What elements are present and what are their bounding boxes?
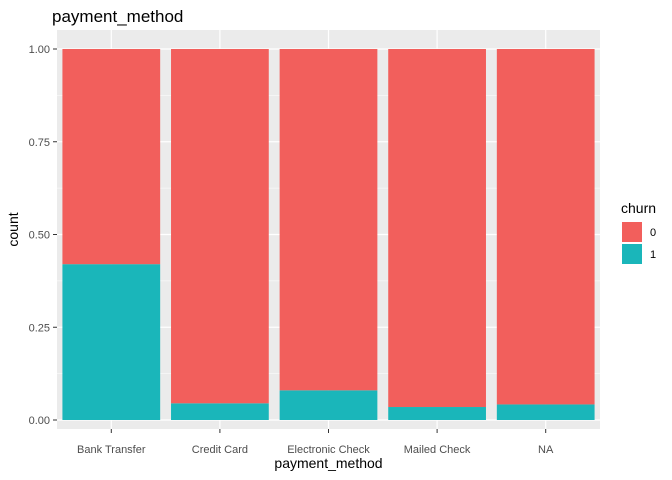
- bar-segment-churn-0: [62, 49, 161, 265]
- bar-segment-churn-0: [171, 49, 269, 404]
- bar-segment-churn-1: [171, 403, 269, 420]
- x-tick-label: Electronic Check: [287, 444, 370, 456]
- y-tick-label: 0.50: [29, 230, 50, 242]
- x-tick-label: Bank Transfer: [77, 444, 146, 456]
- legend-label: 1: [650, 249, 656, 261]
- bar-segment-churn-0: [279, 49, 378, 391]
- legend-label: 0: [650, 227, 656, 239]
- x-tick-label: Credit Card: [192, 444, 248, 456]
- bar-segment-churn-1: [62, 264, 161, 420]
- legend: churn 0 1: [621, 200, 656, 264]
- y-axis-title: count: [5, 212, 21, 246]
- bar-segment-churn-0: [496, 49, 595, 405]
- bar-segment-churn-1: [279, 390, 378, 420]
- legend-title: churn: [621, 200, 656, 216]
- x-axis-title: payment_method: [274, 455, 382, 471]
- bar-segment-churn-1: [388, 407, 486, 420]
- x-axis: Bank Transfer Credit Card Electronic Check…: [77, 429, 554, 456]
- y-tick-label: 1.00: [29, 44, 50, 56]
- y-axis: 0.00 0.25 0.50 0.75 1.00: [29, 44, 57, 427]
- chart-title: payment_method: [52, 7, 183, 26]
- x-tick-label: NA: [538, 444, 554, 456]
- bar-segment-churn-0: [388, 49, 486, 408]
- y-tick-label: 0.00: [29, 415, 50, 427]
- x-tick-label: Mailed Check: [404, 444, 471, 456]
- bar-segment-churn-1: [496, 404, 595, 420]
- legend-key-1: [622, 244, 642, 264]
- y-tick-label: 0.75: [29, 137, 50, 149]
- legend-key-0: [622, 222, 642, 242]
- y-tick-label: 0.25: [29, 322, 50, 334]
- bars: [62, 49, 595, 420]
